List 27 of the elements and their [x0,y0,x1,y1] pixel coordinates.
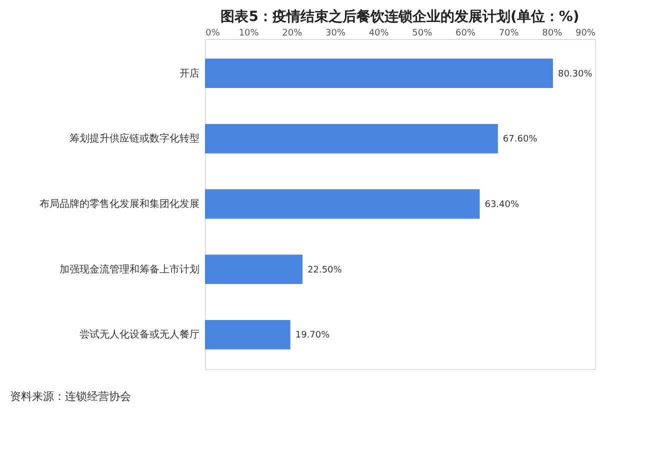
data-label: 80.30% [558,69,593,80]
x-tick-label: 0% [206,28,220,38]
x-tick-label: 10% [238,28,260,38]
bar [205,320,290,350]
x-tick-label: 60% [455,28,476,38]
x-tick-label: 80% [542,28,563,38]
y-tick-label: 加强现金流管理和筹备上市计划 [60,263,200,276]
x-tick-label: 20% [282,28,303,38]
bar [205,254,302,284]
data-label: 22.50% [308,265,342,276]
y-tick-label: 布局品牌的零售化发展和集团化发展 [40,198,200,210]
data-label: 63.40% [484,200,520,210]
bar [205,58,553,88]
x-tick-label: 40% [368,28,390,38]
x-tick-label: 90% [575,28,596,38]
x-tick-label: 30% [325,28,346,38]
chart-title: 图表5：疫情结束之后餐饮连锁企业的发展计划(单位：%) [220,8,580,25]
text: 资料来源：连锁经营协会 [10,390,131,403]
data-label: 19.70% [295,330,330,341]
bar [205,124,498,154]
data-label: 67.60% [502,134,538,145]
y-tick-label: 开店 [180,67,200,80]
bar [205,189,480,219]
y-tick-label: 筹划提升供应链或数字化转型 [70,132,200,145]
x-tick-label: 70% [498,28,520,38]
y-tick-label: 尝试无人化设备或无人餐厅 [80,328,200,341]
x-tick-label: 50% [412,28,433,38]
